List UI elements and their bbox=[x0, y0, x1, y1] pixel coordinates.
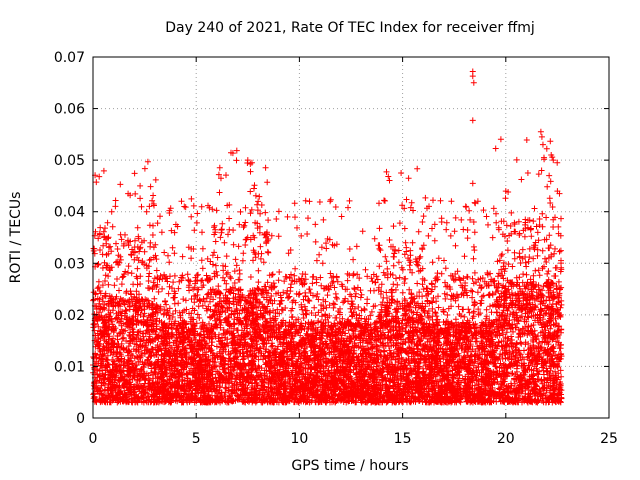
x-tick-label: 10 bbox=[290, 431, 308, 447]
x-tick-label: 15 bbox=[394, 431, 412, 447]
y-tick-label: 0.06 bbox=[54, 102, 85, 118]
notable-point bbox=[470, 79, 477, 86]
notable-point bbox=[469, 117, 476, 124]
notable-point bbox=[250, 185, 257, 192]
notable-point bbox=[244, 157, 251, 164]
notable-point bbox=[550, 157, 557, 164]
notable-point bbox=[96, 173, 103, 180]
y-tick-label: 0.02 bbox=[54, 308, 85, 324]
notable-point bbox=[166, 207, 173, 214]
y-tick-label: 0 bbox=[76, 411, 85, 427]
data-points bbox=[90, 68, 565, 406]
notable-point bbox=[381, 197, 388, 204]
notable-point bbox=[538, 133, 545, 140]
notable-point bbox=[539, 141, 546, 148]
notable-point bbox=[556, 190, 563, 197]
scatter-points bbox=[90, 136, 565, 406]
notable-point bbox=[143, 208, 150, 215]
y-axis-ticks: 0 0.01 0.02 0.03 0.04 0.05 0.06 0.07 bbox=[54, 50, 609, 427]
x-tick-label: 0 bbox=[89, 431, 98, 447]
notable-point bbox=[255, 198, 262, 205]
notable-point bbox=[540, 154, 547, 161]
plot-frame bbox=[92, 56, 610, 419]
notable-point bbox=[502, 188, 509, 195]
x-tick-label: 25 bbox=[600, 431, 618, 447]
notable-point bbox=[548, 151, 555, 158]
chart-title: Day 240 of 2021, Rate Of TEC Index for r… bbox=[165, 20, 535, 36]
x-axis-label: GPS time / hours bbox=[291, 458, 408, 474]
notable-point bbox=[215, 171, 222, 178]
notable-point bbox=[537, 128, 544, 135]
notable-point bbox=[470, 219, 477, 226]
notable-point bbox=[469, 180, 476, 187]
x-axis-ticks: 0 5 10 15 20 25 bbox=[89, 57, 618, 447]
y-tick-label: 0.04 bbox=[54, 205, 85, 221]
x-tick-label: 5 bbox=[192, 431, 201, 447]
y-axis-label: ROTI / TECUs bbox=[8, 192, 24, 284]
y-tick-label: 0.03 bbox=[54, 256, 85, 272]
notable-point bbox=[407, 204, 414, 211]
notable-point bbox=[248, 159, 255, 166]
y-tick-label: 0.05 bbox=[54, 153, 85, 169]
notable-point bbox=[469, 73, 476, 80]
y-tick-label: 0.07 bbox=[54, 50, 85, 66]
x-tick-label: 20 bbox=[497, 431, 515, 447]
y-tick-label: 0.01 bbox=[54, 359, 85, 375]
notable-point bbox=[546, 172, 553, 179]
notable-point bbox=[127, 192, 134, 199]
notable-point bbox=[217, 175, 224, 182]
